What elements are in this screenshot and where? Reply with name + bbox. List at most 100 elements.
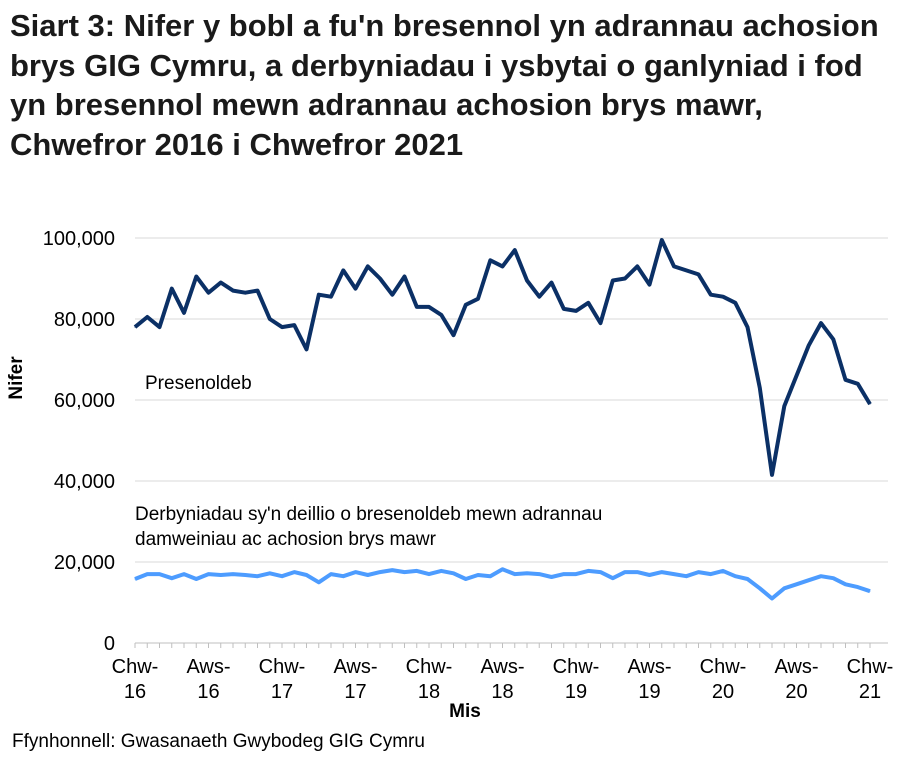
data-point	[159, 326, 160, 328]
series-label-derbyniadau: damweiniau ac achosion brys mawr	[135, 529, 437, 550]
y-tick-label: 80,000	[54, 309, 115, 331]
data-point	[428, 573, 430, 575]
data-point	[845, 583, 846, 585]
data-point	[293, 571, 295, 573]
data-point	[220, 574, 222, 576]
x-tick-label: Aws-	[186, 656, 230, 678]
x-tick-label: 18	[491, 681, 513, 703]
data-point	[869, 403, 871, 405]
data-point	[796, 583, 797, 585]
x-tick-label: 17	[271, 681, 293, 703]
data-point	[673, 265, 675, 267]
data-point	[306, 574, 307, 576]
data-point	[710, 294, 712, 296]
data-point	[183, 573, 185, 575]
data-point	[551, 282, 552, 284]
data-point	[514, 249, 516, 251]
data-point	[477, 298, 479, 300]
data-point	[330, 573, 332, 575]
data-point	[526, 280, 528, 282]
data-point	[232, 290, 234, 292]
data-point	[771, 597, 773, 599]
data-point	[428, 306, 430, 308]
data-point	[612, 577, 614, 579]
data-point	[673, 573, 675, 575]
data-point	[759, 587, 761, 589]
data-point	[575, 310, 577, 312]
data-point	[661, 571, 663, 573]
data-point	[869, 590, 871, 592]
data-point	[404, 275, 405, 277]
data-point	[355, 571, 356, 573]
data-point	[465, 578, 467, 580]
data-point	[636, 571, 638, 573]
data-point	[489, 259, 491, 261]
x-tick-label: Chw-	[259, 656, 306, 678]
y-tick-label: 40,000	[54, 471, 115, 493]
data-point	[514, 573, 516, 575]
y-tick-label: 60,000	[54, 390, 115, 412]
data-point	[134, 578, 136, 580]
data-point	[440, 314, 442, 316]
data-point	[698, 273, 699, 275]
data-point	[269, 318, 271, 320]
data-point	[244, 292, 246, 294]
data-point	[845, 379, 846, 381]
data-point	[134, 326, 136, 328]
series-label-presenoldeb: Presenoldeb	[145, 373, 252, 394]
data-point	[146, 316, 148, 318]
x-tick-label: 18	[418, 681, 440, 703]
data-point	[612, 280, 614, 282]
data-point	[416, 570, 418, 572]
data-point	[649, 284, 650, 286]
data-point	[551, 576, 552, 578]
chart-title: Siart 3: Nifer y bobl a fu'n bresennol y…	[10, 8, 879, 162]
x-tick-label: 21	[859, 681, 881, 703]
series-line-derbyniadau	[134, 567, 871, 601]
data-point	[391, 569, 393, 571]
data-point	[244, 574, 246, 576]
data-point	[820, 575, 822, 577]
data-point	[342, 575, 344, 577]
data-point	[489, 575, 491, 577]
data-point	[722, 570, 724, 572]
data-point	[538, 573, 540, 575]
x-tick-label: 17	[344, 681, 366, 703]
y-axis-title: Nifer	[6, 356, 27, 400]
data-point	[624, 571, 626, 573]
data-point	[465, 304, 467, 306]
data-point	[220, 282, 222, 284]
y-tick-label: 100,000	[43, 228, 115, 250]
data-point	[734, 575, 736, 577]
data-point	[281, 326, 283, 328]
x-tick-label: 20	[785, 681, 807, 703]
data-point	[661, 239, 663, 241]
data-point	[146, 573, 148, 575]
data-point	[685, 575, 687, 577]
x-tick-label: Aws-	[333, 656, 377, 678]
data-point	[453, 334, 454, 336]
series-line-presenoldeb	[133, 238, 872, 477]
data-point	[722, 296, 724, 298]
data-point	[649, 574, 650, 576]
data-point	[575, 573, 577, 575]
data-point	[367, 265, 369, 267]
data-point	[355, 288, 356, 290]
data-point	[171, 288, 173, 290]
data-point	[269, 572, 271, 574]
data-point	[440, 570, 442, 572]
data-point	[502, 265, 503, 267]
data-point	[710, 573, 712, 575]
x-tick-label: Chw-	[112, 656, 159, 678]
data-point	[808, 579, 810, 581]
data-point	[183, 312, 185, 314]
x-tick-label: 16	[124, 681, 146, 703]
data-point	[171, 577, 173, 579]
data-point	[293, 324, 295, 326]
data-point	[453, 572, 454, 574]
data-point	[208, 573, 209, 575]
data-point	[526, 572, 528, 574]
x-tick-label: Chw-	[700, 656, 747, 678]
data-point	[318, 294, 320, 296]
data-point	[367, 574, 369, 576]
